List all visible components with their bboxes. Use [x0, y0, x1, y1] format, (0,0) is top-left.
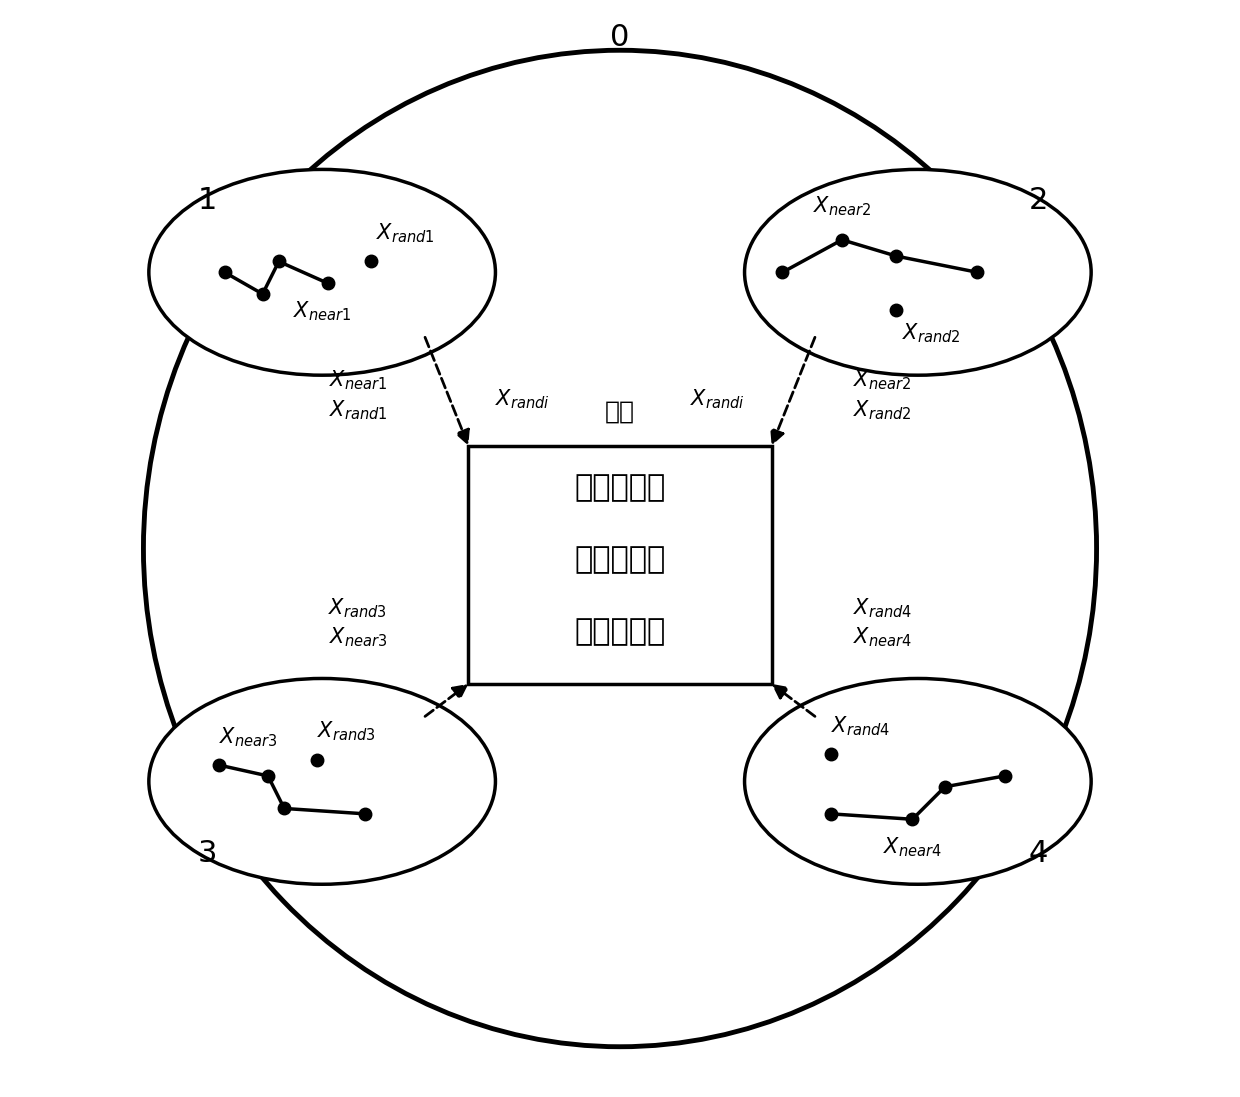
FancyBboxPatch shape [469, 445, 771, 683]
Text: 1: 1 [197, 185, 217, 215]
Text: $X_{rand1}$: $X_{rand1}$ [376, 222, 435, 246]
Text: 2: 2 [1028, 185, 1048, 215]
Text: $X_{rand4}$: $X_{rand4}$ [853, 597, 911, 620]
Text: $X_{near1}$: $X_{near1}$ [329, 369, 387, 393]
Text: 0: 0 [610, 23, 630, 52]
Ellipse shape [144, 50, 1096, 1047]
Text: $X_{near2}$: $X_{near2}$ [853, 369, 911, 393]
Text: $X_{near4}$: $X_{near4}$ [853, 625, 911, 649]
Text: 3: 3 [197, 839, 217, 868]
Text: $X_{rand2}$: $X_{rand2}$ [901, 321, 960, 344]
Text: $X_{near2}$: $X_{near2}$ [813, 194, 872, 218]
Text: $X_{near3}$: $X_{near3}$ [219, 725, 278, 749]
Text: $X_{rand2}$: $X_{rand2}$ [853, 398, 911, 421]
Ellipse shape [149, 169, 496, 375]
Text: $X_{near4}$: $X_{near4}$ [883, 836, 942, 859]
Text: $X_{randi}$: $X_{randi}$ [691, 387, 745, 411]
Ellipse shape [744, 169, 1091, 375]
Text: 与其父节点: 与其父节点 [574, 545, 666, 574]
Text: $X_{rand3}$: $X_{rand3}$ [329, 597, 387, 620]
Text: 更新采样点: 更新采样点 [574, 473, 666, 501]
Text: $X_{near3}$: $X_{near3}$ [329, 625, 387, 649]
Ellipse shape [744, 678, 1091, 884]
Ellipse shape [149, 678, 496, 884]
Text: $X_{near1}$: $X_{near1}$ [293, 299, 351, 323]
Text: $X_{randi}$: $X_{randi}$ [495, 387, 549, 411]
Text: 规则: 规则 [605, 400, 635, 423]
Text: 的对应关系: 的对应关系 [574, 618, 666, 646]
Text: 4: 4 [1028, 839, 1048, 868]
Text: $X_{rand3}$: $X_{rand3}$ [316, 720, 376, 744]
Text: $X_{rand1}$: $X_{rand1}$ [329, 398, 387, 421]
Text: $X_{randi}$: $X_{randi}$ [495, 640, 549, 664]
Text: $X_{rand4}$: $X_{rand4}$ [831, 714, 890, 738]
Text: $X_{randi}$: $X_{randi}$ [691, 640, 745, 664]
